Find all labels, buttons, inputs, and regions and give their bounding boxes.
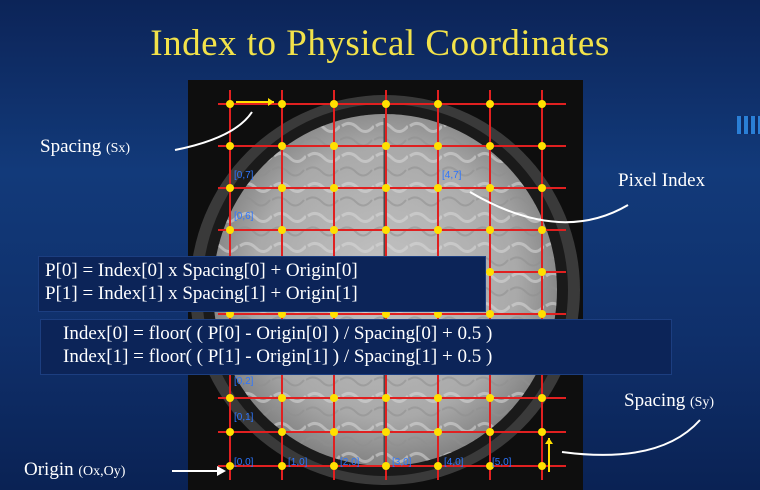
- spacing-y-arrow: [561, 419, 701, 456]
- grid-point: [330, 226, 338, 234]
- origin-sub: (Ox,Oy): [78, 464, 126, 479]
- pixel-index-0-7: [0,7]: [234, 170, 254, 181]
- grid-point: [278, 310, 286, 318]
- grid-point: [486, 310, 494, 318]
- grid-point: [382, 142, 390, 150]
- grid-point: [486, 142, 494, 150]
- pixel-index-4-0: [4,0]: [444, 457, 464, 468]
- grid-point: [538, 394, 546, 402]
- grid-point: [330, 184, 338, 192]
- origin-arrowhead: [217, 466, 226, 476]
- grid-point: [538, 184, 546, 192]
- grid-point: [434, 226, 442, 234]
- grid-point: [486, 462, 494, 470]
- forward-formula-x: P[0] = Index[0] x Spacing[0] + Origin[0]: [45, 260, 358, 281]
- grid-point: [538, 226, 546, 234]
- forward-formula-y: P[1] = Index[1] x Spacing[1] + Origin[1]: [45, 283, 358, 304]
- grid-point: [278, 462, 286, 470]
- spacing-x-arrow: [174, 111, 253, 151]
- forward-formula-box: P[0] = Index[0] x Spacing[0] + Origin[0]…: [38, 256, 486, 312]
- grid-point: [382, 394, 390, 402]
- spacing-x-text: Spacing: [40, 136, 102, 157]
- grid-point: [382, 226, 390, 234]
- pixel-index-0-6: [0,6]: [234, 211, 254, 222]
- grid-point: [382, 100, 390, 108]
- pixel-index-2-0: [2,0]: [340, 457, 360, 468]
- grid-point: [278, 226, 286, 234]
- grid-point: [486, 184, 494, 192]
- grid-point: [434, 394, 442, 402]
- grid-point: [382, 462, 390, 470]
- grid-point: [486, 428, 494, 436]
- pixel-index-5-0: [5,0]: [492, 457, 512, 468]
- grid-point: [486, 268, 494, 276]
- pixel-index-text: Pixel Index: [618, 170, 706, 191]
- grid-point: [226, 100, 234, 108]
- grid-point: [486, 226, 494, 234]
- grid-point: [486, 100, 494, 108]
- grid-point: [226, 462, 234, 470]
- pixel-index-0-0: [0,0]: [234, 457, 254, 468]
- grid-point: [226, 310, 234, 318]
- pixel-index-0-1: [0,1]: [234, 412, 254, 423]
- grid-point: [330, 100, 338, 108]
- grid-point: [434, 462, 442, 470]
- grid-point: [278, 394, 286, 402]
- pixel-index-3-0: [3,0]: [392, 457, 412, 468]
- slide-edge-decoration: [737, 116, 760, 134]
- grid-point: [538, 428, 546, 436]
- grid-point: [538, 268, 546, 276]
- grid-point: [434, 310, 442, 318]
- origin-text: Origin: [24, 459, 74, 480]
- pixel-index-4-7: [4,7]: [442, 170, 462, 181]
- grid-point: [538, 100, 546, 108]
- inverse-formula-y: Index[1] = floor( ( P[1] - Origin[1] ) /…: [63, 346, 493, 367]
- grid-point: [330, 310, 338, 318]
- spacing-x-arrowhead: [268, 98, 274, 106]
- grid-point: [226, 184, 234, 192]
- grid-point: [330, 142, 338, 150]
- grid-point: [278, 100, 286, 108]
- slide-title: Index to Physical Coordinates: [150, 23, 610, 64]
- grid-point: [278, 428, 286, 436]
- grid-point: [538, 462, 546, 470]
- grid-point: [382, 428, 390, 436]
- pixel-index-1-0: [1,0]: [288, 457, 308, 468]
- spacing-y-sub: (Sy): [689, 395, 715, 410]
- grid-point: [434, 100, 442, 108]
- grid-point: [330, 462, 338, 470]
- spacing-y-arrowhead: [545, 438, 553, 444]
- spacing-x-sub: (Sx): [105, 141, 131, 156]
- grid-point: [382, 310, 390, 318]
- grid-point: [434, 142, 442, 150]
- grid-point: [434, 184, 442, 192]
- grid-point: [226, 226, 234, 234]
- grid-point: [226, 428, 234, 436]
- grid-point: [278, 184, 286, 192]
- spacing-x-label: Spacing (Sx): [40, 136, 130, 158]
- spacing-y-text: Spacing: [624, 390, 686, 411]
- inverse-formula-x: Index[0] = floor( ( P[0] - Origin[0] ) /…: [63, 323, 493, 344]
- grid-point: [382, 184, 390, 192]
- grid-point: [538, 310, 546, 318]
- grid-point: [226, 394, 234, 402]
- grid-point: [330, 394, 338, 402]
- grid-point: [434, 428, 442, 436]
- annotation-arrows: [172, 98, 701, 476]
- pixel-index-label: Pixel Index: [618, 170, 705, 192]
- grid-point: [486, 394, 494, 402]
- grid-point: [226, 142, 234, 150]
- grid-point: [330, 428, 338, 436]
- grid-point: [278, 142, 286, 150]
- grid-point: [538, 142, 546, 150]
- origin-label: Origin (Ox,Oy): [24, 459, 125, 481]
- inverse-formula-box: Index[0] = floor( ( P[0] - Origin[0] ) /…: [40, 319, 672, 375]
- pixel-index-0-2: [0,2]: [234, 376, 254, 387]
- pixel-index-arrow: [469, 191, 629, 224]
- spacing-y-label: Spacing (Sy): [624, 390, 714, 412]
